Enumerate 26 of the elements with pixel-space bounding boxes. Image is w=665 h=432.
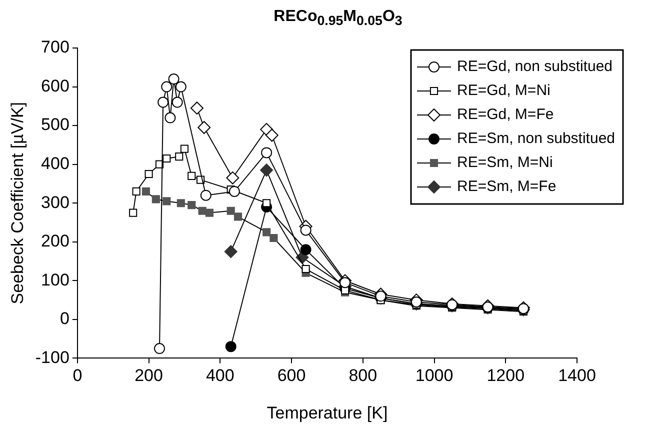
- x-tick-label: 1400: [558, 366, 596, 386]
- x-tick-label: 600: [277, 366, 306, 386]
- y-tick-label: 300: [41, 192, 70, 212]
- chart-title: RECo$_{0.95}$M$_{0.05}$O$_{3}$: [272, 8, 404, 28]
- legend-label: RE=Gd, M=Fe: [456, 106, 554, 124]
- x-axis-title: Temperature [K]: [266, 403, 388, 422]
- legend-label: RE=Sm, non substitued: [456, 130, 616, 148]
- y-axis-title: Seebeck Coefficient [µV/K]: [8, 102, 27, 304]
- legend-label: RE=Gd, M=Ni: [456, 82, 550, 100]
- y-tick-label: 600: [41, 76, 70, 96]
- x-tick-label: 200: [134, 366, 163, 386]
- y-tick-label: 700: [41, 38, 70, 57]
- y-tick-label: -100: [35, 348, 70, 367]
- x-tick-label: 1200: [486, 366, 525, 386]
- legend-label: RE=Sm, M=Fe: [456, 178, 556, 196]
- x-tick-label: 1000: [415, 366, 454, 386]
- x-tick-label: 400: [206, 366, 234, 386]
- y-tick-label: 100: [41, 270, 70, 290]
- x-tick-label: 0: [72, 366, 82, 386]
- y-tick-label: 0: [60, 309, 70, 328]
- y-tick-label: 400: [41, 154, 70, 174]
- y-tick-label: 500: [41, 115, 70, 134]
- legend-label: RE=Gd, non substitued: [456, 58, 613, 76]
- y-tick-label: 200: [41, 232, 70, 251]
- legend-label: RE=Sm, M=Ni: [456, 154, 553, 172]
- x-tick-label: 800: [348, 366, 378, 386]
